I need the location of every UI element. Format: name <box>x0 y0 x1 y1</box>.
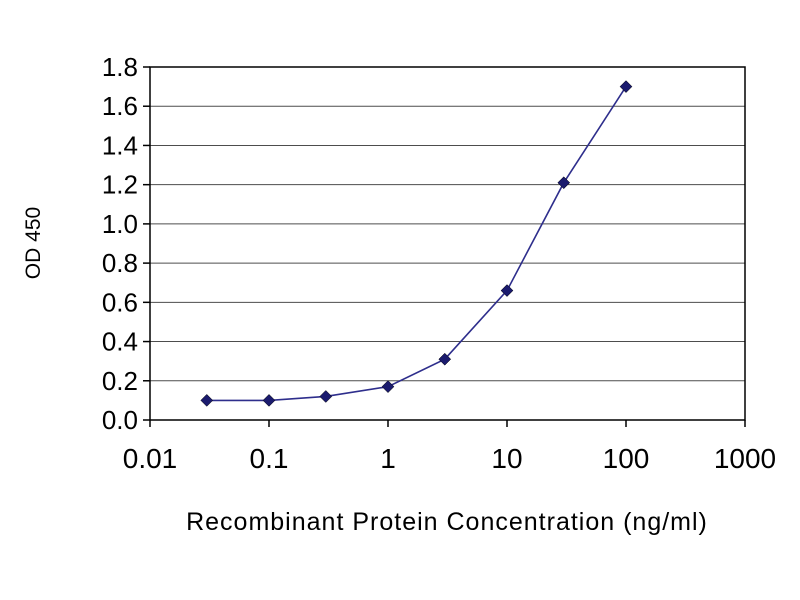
data-point-marker <box>262 394 276 407</box>
data-point-marker <box>619 80 633 93</box>
y-tick-label: 0.6 <box>102 287 138 317</box>
x-tick-label: 10 <box>491 443 522 474</box>
data-point-marker <box>381 380 395 394</box>
x-tick-label: 0.1 <box>250 443 289 474</box>
data-point-marker <box>438 352 452 366</box>
plot-border <box>149 66 746 421</box>
x-tick-label: 1 <box>380 443 396 474</box>
data-point-marker <box>500 284 514 297</box>
y-tick-label: 1.8 <box>102 52 138 82</box>
y-tick-label: 1.0 <box>102 209 138 239</box>
x-axis-label: Recombinant Protein Concentration (ng/ml… <box>186 508 708 536</box>
plot-area: 0.0 0.2 0.4 0.6 0.8 1.0 1.2 1.4 1.6 1.8 0.01 0.1 1 10… <box>102 52 776 474</box>
y-tick-label: 0.2 <box>102 366 138 396</box>
x-tick-label: 0.01 <box>123 443 178 474</box>
data-point-marker <box>557 176 571 190</box>
y-tick-label: 0.4 <box>102 327 138 357</box>
y-tick-label: 0.8 <box>102 248 138 278</box>
data-point-marker <box>319 390 333 403</box>
y-tick-label: 1.2 <box>102 170 138 200</box>
y-tick-label: 0.0 <box>102 405 138 435</box>
y-tick-label: 1.4 <box>102 130 138 160</box>
y-axis-label: OD 450 <box>22 207 45 279</box>
x-tick-label: 100 <box>603 443 650 474</box>
data-point-marker <box>200 394 214 407</box>
series-line <box>206 86 627 402</box>
x-tick-label: 1000 <box>714 443 776 474</box>
y-tick-label: 1.6 <box>102 91 138 121</box>
